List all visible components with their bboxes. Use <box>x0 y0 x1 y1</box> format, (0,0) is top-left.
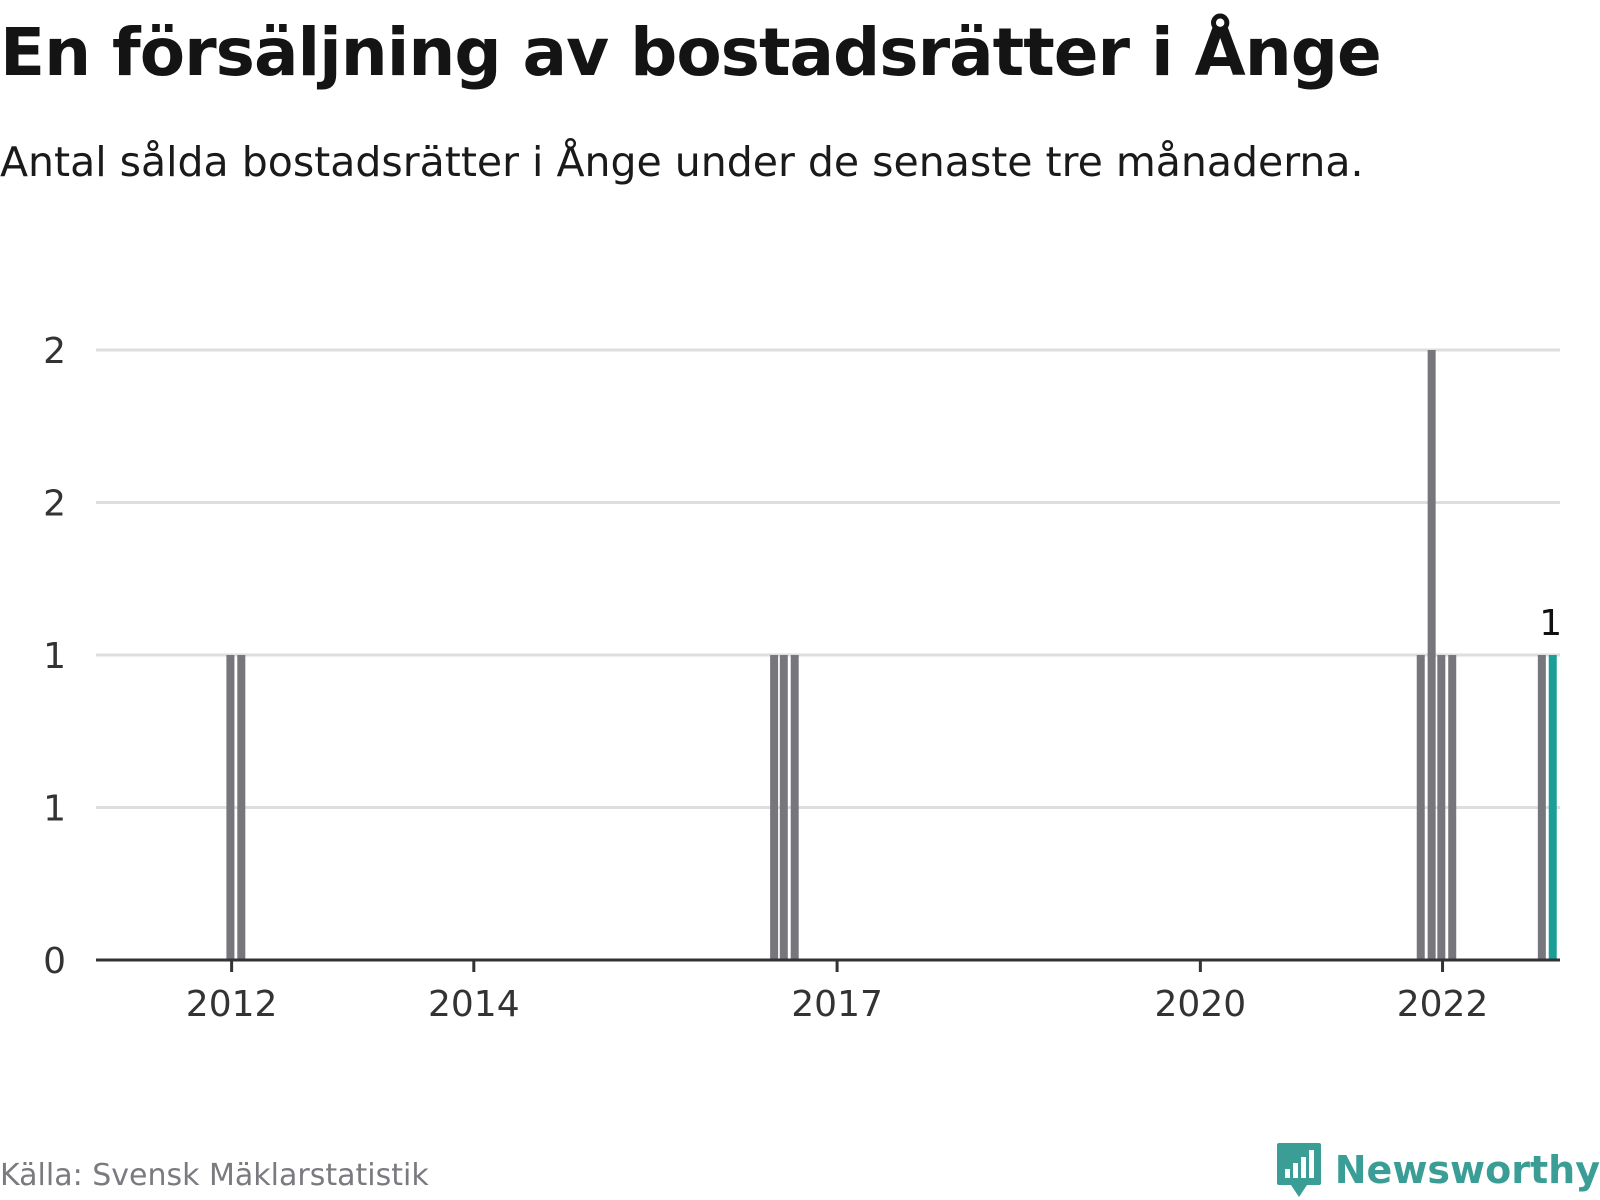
chart-subtitle: Antal sålda bostadsrätter i Ånge under d… <box>0 138 1364 186</box>
x-tick-label: 2020 <box>1155 984 1247 1025</box>
y-tick-label: 2 <box>43 484 66 525</box>
x-tick-label: 2014 <box>428 984 520 1025</box>
bar-chart-speech-bubble-icon <box>1276 1143 1321 1197</box>
bar-chart: 0 1 1 2 2 1 2012 2014 2017 2020 2022 <box>43 331 1562 1025</box>
data-label: 1 <box>1539 603 1562 644</box>
y-tick-label: 2 <box>43 331 66 372</box>
bar <box>1537 655 1546 960</box>
highlight-bar <box>1548 655 1557 960</box>
source-note: Källa: Svensk Mäklarstatistik <box>0 1158 429 1193</box>
brand-name: Newsworthy <box>1334 1148 1600 1192</box>
bar <box>1427 350 1436 960</box>
brand-logo: Newsworthy <box>1275 1140 1600 1200</box>
bar <box>770 655 779 960</box>
bar <box>1448 655 1457 960</box>
bar <box>790 655 799 960</box>
bar <box>1437 655 1446 960</box>
y-tick-label: 0 <box>43 941 66 982</box>
x-tick-label: 2012 <box>186 984 278 1025</box>
bar <box>1416 655 1425 960</box>
bar <box>237 655 246 960</box>
x-tick-label: 2022 <box>1397 984 1489 1025</box>
y-tick-label: 1 <box>43 789 66 830</box>
bar <box>779 655 788 960</box>
x-tick-label: 2017 <box>791 984 883 1025</box>
bar <box>226 655 235 960</box>
y-tick-label: 1 <box>43 636 66 677</box>
chart-title: En försäljning av bostadsrätter i Ånge <box>0 14 1382 91</box>
